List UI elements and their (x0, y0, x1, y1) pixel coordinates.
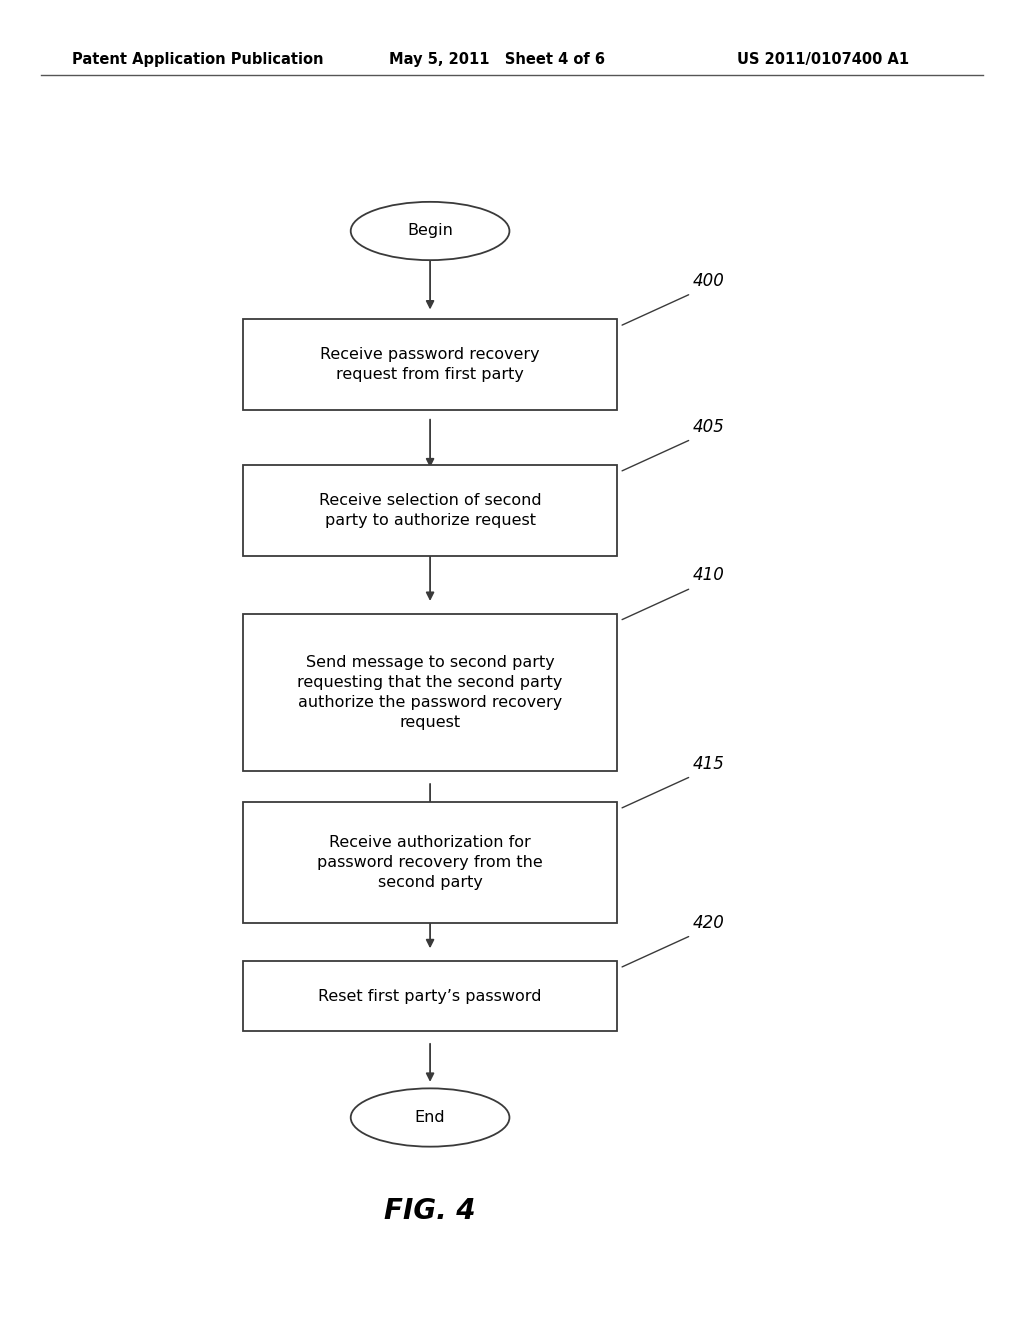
Bar (244, 801, 616, 923)
Text: Receive authorization for
password recovery from the
second party: Receive authorization for password recov… (317, 836, 543, 890)
Bar (244, 319, 616, 411)
Text: End: End (415, 1110, 445, 1125)
Text: 415: 415 (693, 755, 725, 772)
Bar (244, 614, 616, 771)
Text: 420: 420 (693, 913, 725, 932)
Text: FIG. 4: FIG. 4 (384, 1197, 476, 1225)
Text: US 2011/0107400 A1: US 2011/0107400 A1 (737, 51, 909, 67)
Text: Reset first party’s password: Reset first party’s password (318, 989, 542, 1003)
Text: Patent Application Publication: Patent Application Publication (72, 51, 324, 67)
Bar (244, 961, 616, 1031)
Text: 400: 400 (693, 272, 725, 290)
Text: Receive selection of second
party to authorize request: Receive selection of second party to aut… (318, 492, 542, 528)
Text: 405: 405 (693, 417, 725, 436)
Text: 410: 410 (693, 566, 725, 585)
Text: May 5, 2011   Sheet 4 of 6: May 5, 2011 Sheet 4 of 6 (389, 51, 605, 67)
Ellipse shape (350, 202, 510, 260)
Text: Receive password recovery
request from first party: Receive password recovery request from f… (321, 347, 540, 381)
Text: Begin: Begin (408, 223, 453, 239)
Ellipse shape (350, 1089, 510, 1147)
Text: Send message to second party
requesting that the second party
authorize the pass: Send message to second party requesting … (297, 655, 563, 730)
Bar (244, 465, 616, 556)
